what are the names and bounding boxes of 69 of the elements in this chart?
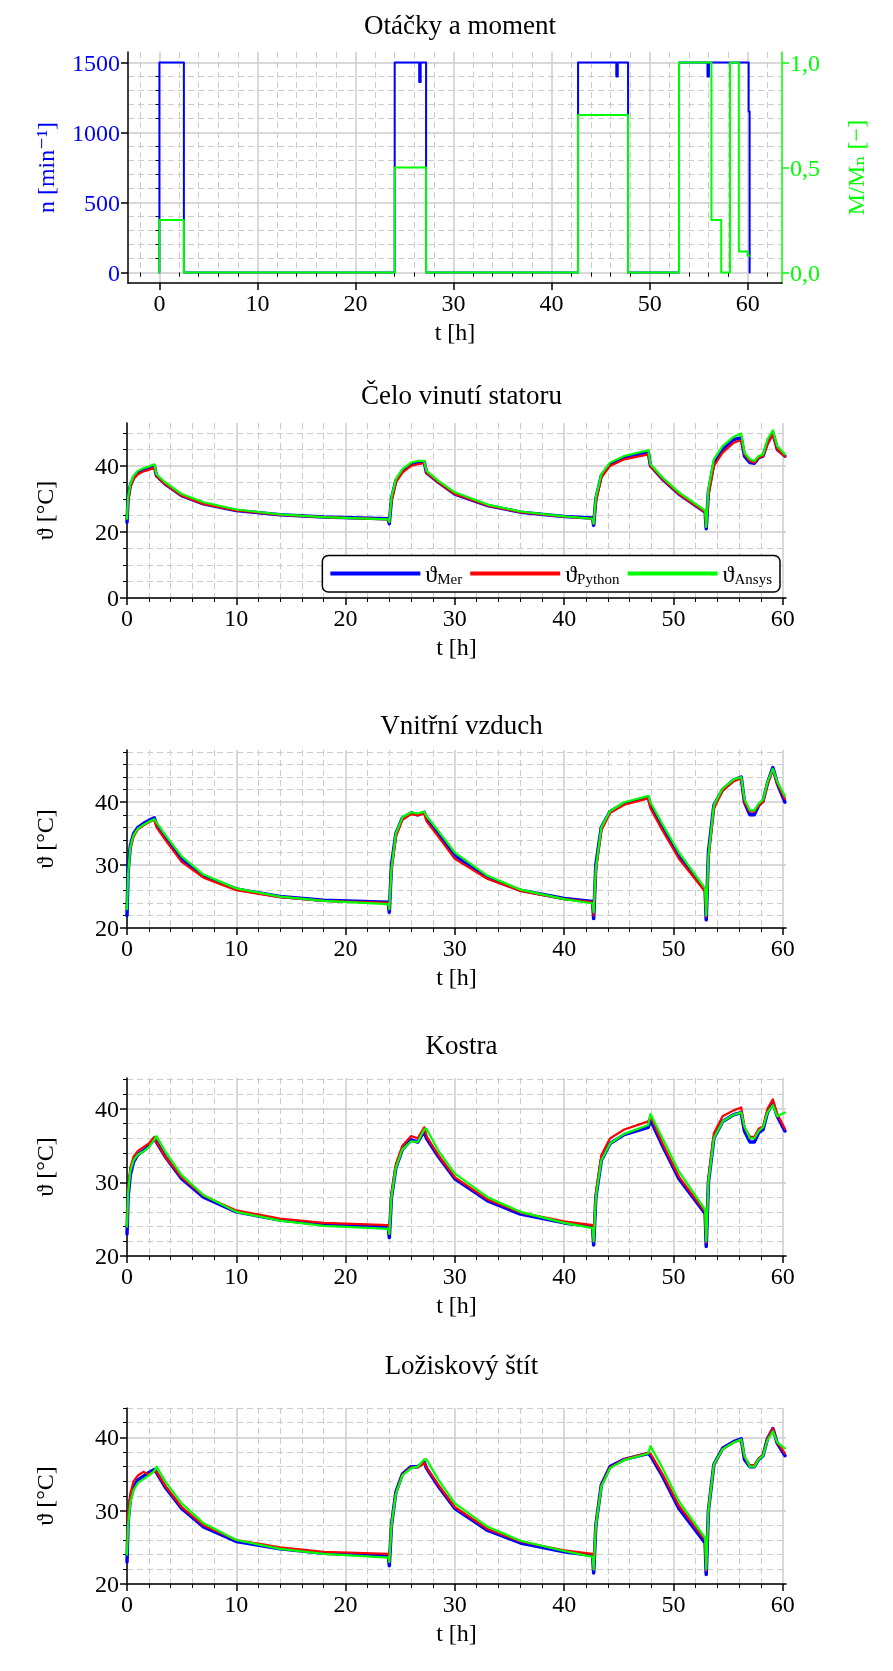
y-tick-label: 1000 [72,119,120,146]
x-tick-label: 0 [153,290,166,316]
chart-title: Ložiskový štít [384,1349,539,1380]
legend-label: ϑAnsys [722,560,773,587]
x-tick-label: 50 [661,935,686,961]
y-axis-title: n [min⁻¹] [33,121,59,214]
x-axis-title: t [h] [436,1619,477,1646]
x-axis-title: t [h] [436,633,477,660]
chart-title: Kostra [425,1029,498,1060]
y2-tick-label: 0,0 [790,259,820,286]
y-tick-label: 30 [95,852,119,879]
x-tick-label: 60 [770,1591,795,1617]
x-tick-label: 20 [333,1263,358,1289]
x-tick-label: 20 [333,605,358,631]
x-tick-label: 60 [735,290,760,316]
y-tick-label: 20 [95,518,119,545]
y-tick-label: 20 [95,915,119,941]
y-tick-label: 1500 [72,49,120,76]
x-tick-label: 10 [224,1263,249,1289]
x-axis-title: t [h] [436,963,477,990]
y-tick-label: 30 [95,1497,119,1524]
x-tick-label: 10 [245,290,270,316]
x-tick-label: 40 [539,290,564,316]
x-axis-title: t [h] [434,318,476,345]
y-tick-label: 0 [107,585,119,611]
x-tick-label: 30 [442,1591,467,1617]
y-tick-label: 40 [95,1095,119,1122]
x-tick-label: 30 [442,1263,467,1289]
y2-tick-label: 0,5 [790,154,820,181]
y-tick-label: 20 [95,1571,119,1597]
x-tick-label: 20 [343,290,368,316]
x-tick-label: 10 [224,935,249,961]
y-tick-label: 0 [108,259,120,286]
y-tick-label: 500 [84,189,120,216]
chart-title: Vnitřní vzduch [380,709,544,740]
x-tick-label: 50 [661,1591,686,1617]
x-tick-label: 20 [333,1591,358,1617]
x-tick-label: 50 [637,290,662,316]
x-tick-label: 10 [224,605,249,631]
y-axis-title: ϑ [°C] [32,1137,58,1197]
x-tick-label: 60 [770,935,795,961]
y-tick-label: 30 [95,1169,119,1196]
legend-label: ϑPython [565,560,621,587]
x-tick-label: 30 [442,935,467,961]
x-tick-label: 50 [661,605,686,631]
x-tick-label: 50 [661,1263,686,1289]
chart-title: Otáčky a moment [364,9,557,40]
x-tick-label: 60 [770,605,795,631]
x-tick-label: 60 [770,1263,795,1289]
y-axis-title: ϑ [°C] [32,809,58,869]
legend-label: ϑMer [425,560,463,587]
x-tick-label: 40 [552,935,577,961]
x-tick-label: 30 [442,605,467,631]
y-tick-label: 20 [95,1243,119,1269]
x-tick-label: 40 [552,1591,577,1617]
y-tick-label: 40 [95,789,119,816]
x-tick-label: 40 [552,1263,577,1289]
x-tick-label: 30 [441,290,466,316]
y-axis-title: ϑ [°C] [32,480,58,541]
y2-tick-label: 1,0 [790,49,820,76]
x-axis-title: t [h] [436,1291,477,1318]
y2-axis-title: M/Mₙ [−] [843,119,869,216]
y-tick-label: 40 [95,452,119,479]
x-tick-label: 40 [552,605,577,631]
y-axis-title: ϑ [°C] [32,1466,58,1526]
x-tick-label: 10 [224,1591,249,1617]
y-tick-label: 40 [95,1424,119,1451]
x-tick-label: 20 [333,935,358,961]
chart-title: Čelo vinutí statoru [361,379,563,410]
